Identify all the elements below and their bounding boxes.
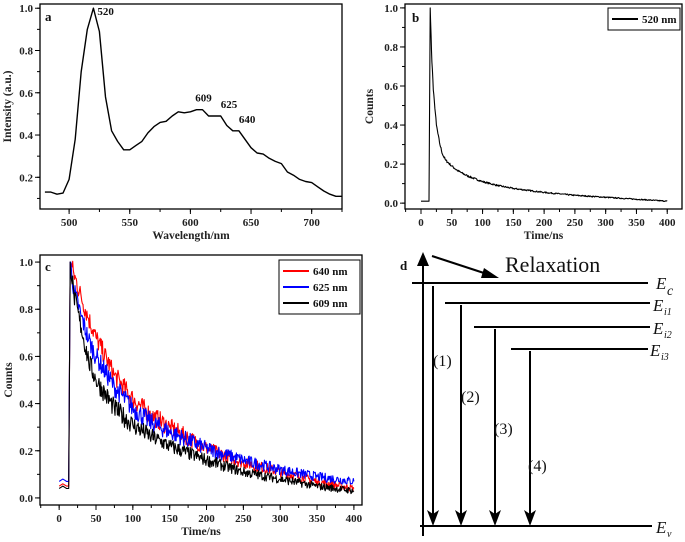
peak-annotation: 625 <box>221 99 238 111</box>
y-tick-label: 0.6 <box>19 88 33 100</box>
level-label-ei1: E i1 <box>652 296 672 318</box>
peak-annotation: 520 <box>97 6 114 18</box>
series-line-625-nm <box>58 261 355 485</box>
legend-label: 625 nm <box>313 282 348 294</box>
panel-label-d: d <box>400 258 408 273</box>
peak-annotation: 640 <box>239 114 256 126</box>
relaxation-arrowhead-icon <box>481 268 499 278</box>
level-label-ei2: E i2 <box>652 319 672 341</box>
y-tick-label: 0.6 <box>19 351 33 363</box>
y-tick-label: 0.4 <box>19 130 33 142</box>
level-label-ec: E c <box>655 274 674 299</box>
relaxation-arrow <box>431 255 491 276</box>
series-line-520-nm <box>420 7 668 203</box>
transition-label-1: (1) <box>433 353 452 370</box>
x-axis-label: Time/ns <box>181 526 221 538</box>
transition-label-2: (2) <box>461 389 480 406</box>
panel-a-spectrum: 500 550 600 650 700 0.2 0.4 0.6 0.8 1.0 Wavelength… <box>2 3 343 242</box>
y-tick-label: 0.4 <box>19 399 33 411</box>
arrowhead-2-icon <box>455 510 467 526</box>
y-tick-label: 0.8 <box>19 304 33 316</box>
y-tick-label: 0.4 <box>384 120 398 132</box>
peak-annotation: 609 <box>195 93 212 105</box>
series-line <box>44 7 342 198</box>
x-tick-label: 550 <box>122 217 139 229</box>
x-tick-label: 250 <box>235 513 252 525</box>
y-tick-label: 0.6 <box>384 81 398 93</box>
transition-label-4: (4) <box>528 458 547 475</box>
y-tick-label: 0.8 <box>19 45 33 57</box>
level-label-sub: v <box>667 529 672 540</box>
panel-label-c: c <box>45 259 51 274</box>
x-tick-label: 400 <box>659 217 676 229</box>
level-label-sub: i1 <box>664 307 672 318</box>
arrowhead-3-icon <box>489 510 501 526</box>
level-label-sub: i2 <box>664 330 672 341</box>
y-tick-label: 0.2 <box>19 172 33 184</box>
x-tick-label: 150 <box>505 217 522 229</box>
legend-label: 640 nm <box>313 266 348 278</box>
x-tick-label: 100 <box>125 513 142 525</box>
x-tick-label: 200 <box>536 217 553 229</box>
x-tick-label: 0 <box>56 513 62 525</box>
x-tick-label: 50 <box>91 513 103 525</box>
x-tick-label: 600 <box>182 217 199 229</box>
level-label-main: E <box>655 518 667 537</box>
x-axis-label: Wavelength/nm <box>152 230 230 242</box>
level-label-main: E <box>649 341 661 360</box>
y-tick-label: 0.8 <box>384 42 398 54</box>
legend-label: 609 nm <box>313 298 348 310</box>
plot-frame <box>39 3 343 210</box>
y-tick-label: 0.2 <box>384 159 398 171</box>
level-label-ev: E v <box>655 518 672 540</box>
series-line-609-nm <box>58 261 355 495</box>
x-tick-label: 500 <box>61 217 78 229</box>
x-tick-label: 300 <box>272 513 289 525</box>
plot-frame <box>404 3 683 210</box>
y-axis-label: Counts <box>364 88 376 124</box>
x-tick-label: 700 <box>303 217 320 229</box>
x-tick-label: 50 <box>446 217 458 229</box>
x-tick-label: 400 <box>346 513 363 525</box>
level-label-sub: i3 <box>661 352 669 363</box>
level-label-sub: c <box>667 284 674 299</box>
transition-label-3: (3) <box>494 421 513 438</box>
x-tick-label: 200 <box>198 513 215 525</box>
arrowhead-4-icon <box>524 510 536 526</box>
level-label-main: E <box>652 319 664 338</box>
relaxation-label: Relaxation <box>505 252 600 277</box>
x-tick-label: 350 <box>628 217 645 229</box>
x-tick-label: 350 <box>309 513 326 525</box>
level-label-ei3: E i3 <box>649 341 669 363</box>
x-tick-label: 100 <box>474 217 491 229</box>
x-tick-label: 300 <box>597 217 614 229</box>
y-tick-label: 0.2 <box>19 446 33 458</box>
legend-label: 520 nm <box>642 14 677 26</box>
level-label-main: E <box>655 274 667 293</box>
energy-axis-arrowhead-icon <box>417 252 429 266</box>
y-tick-label: 1.0 <box>19 257 33 269</box>
y-tick-label: 0.0 <box>19 493 33 505</box>
legend-box <box>607 7 681 31</box>
arrowhead-1-icon <box>427 510 439 526</box>
x-tick-label: 0 <box>418 217 424 229</box>
y-tick-label: 0.0 <box>384 198 398 210</box>
y-axis-label: Counts <box>3 362 15 398</box>
x-axis-label: Time/ns <box>524 230 564 242</box>
panel-label-b: b <box>412 10 419 25</box>
x-tick-label: 150 <box>161 513 178 525</box>
x-tick-label: 650 <box>243 217 260 229</box>
panel-b-decay-520: 0 50 100 150 200 250 300 350 400 0.0 0.2 0.4 0.6 0.8 1… <box>364 3 683 242</box>
x-tick-label: 250 <box>567 217 584 229</box>
level-label-main: E <box>652 296 664 315</box>
panel-c-decay-multi: 0 50 100 150 200 250 300 350 400 0.0 0.2 0.4 0.6 0.8 1… <box>3 254 363 538</box>
y-axis-label: Intensity (a.u.) <box>2 70 14 142</box>
y-tick-label: 1.0 <box>19 3 33 15</box>
y-tick-label: 1.0 <box>384 3 398 15</box>
panel-label-a: a <box>45 9 52 24</box>
panel-d-energy-diagram <box>412 252 652 536</box>
